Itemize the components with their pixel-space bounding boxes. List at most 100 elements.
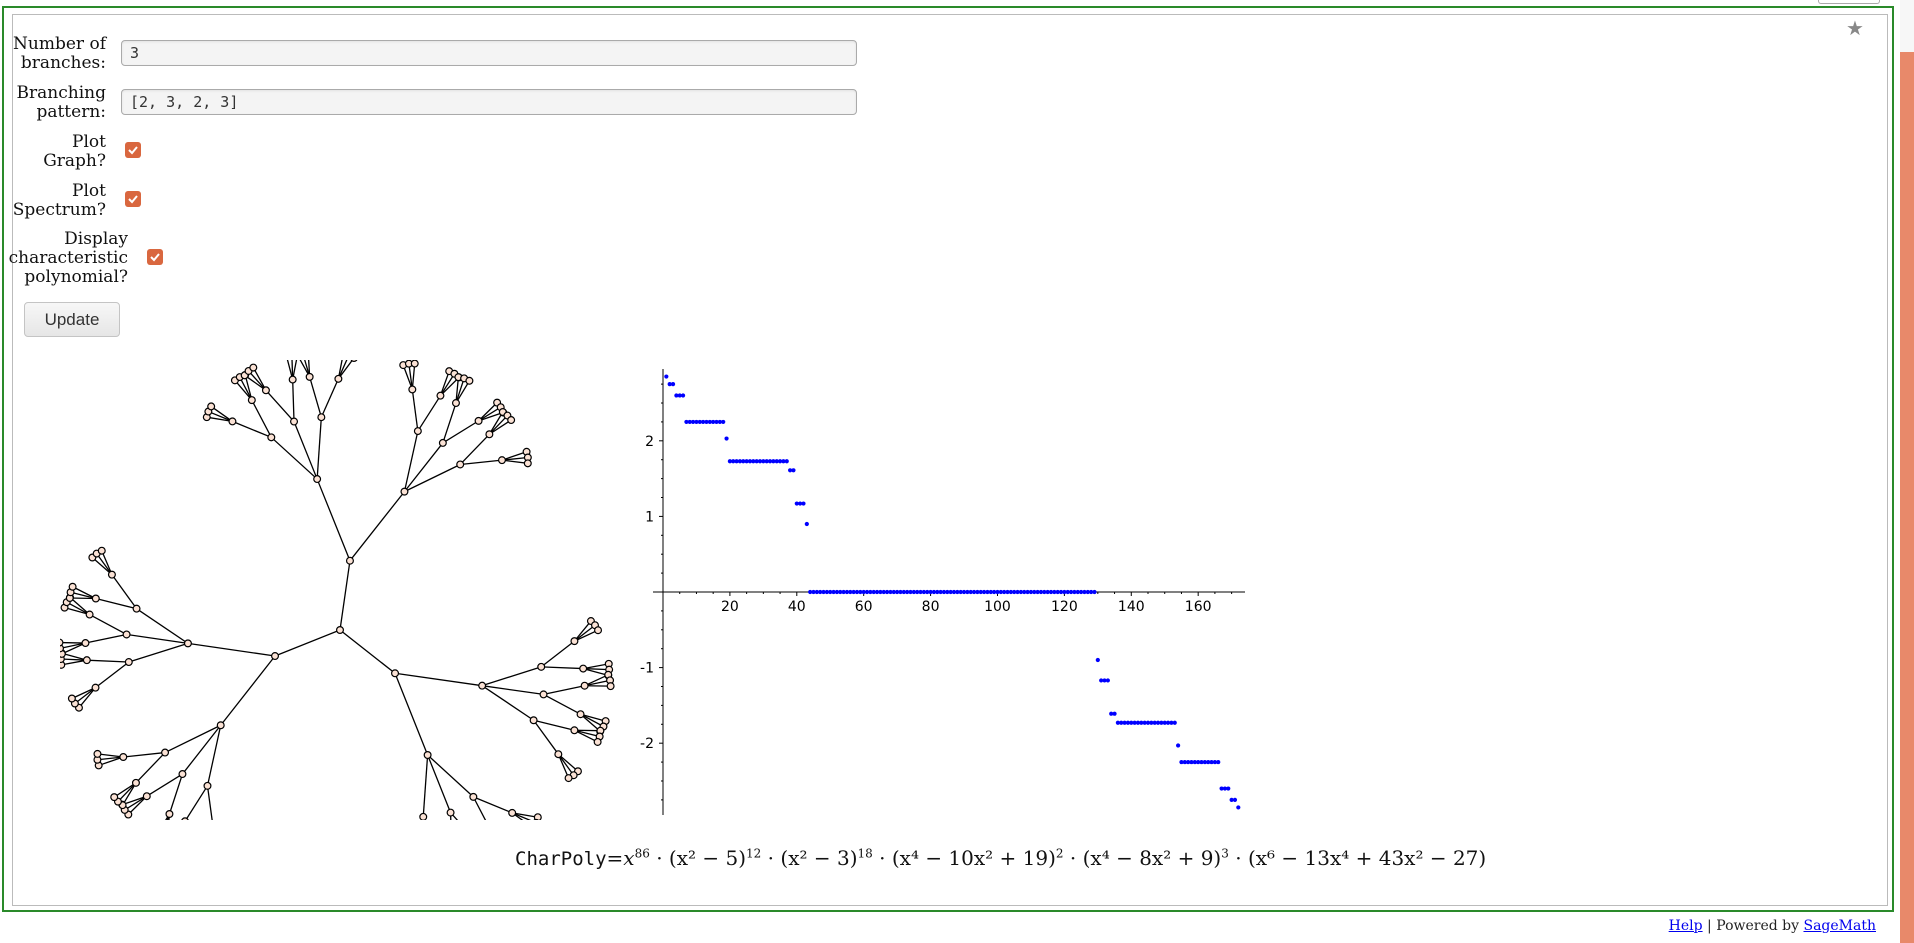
eigenvalue-point [878, 589, 883, 595]
tree-node [391, 669, 400, 678]
tree-edge [97, 756, 124, 761]
tree-edge [472, 796, 487, 820]
eigenvalue-point [727, 459, 732, 464]
tree-edge [455, 380, 470, 404]
eigenvalue-point [861, 589, 866, 595]
eigenvalue-point [1028, 589, 1034, 595]
eigenvalue-point [1212, 759, 1217, 765]
tree-edge [580, 713, 606, 722]
eigenvalue-point [1062, 589, 1067, 595]
eigenvalue-point [938, 589, 943, 595]
eigenvalue-point [1042, 589, 1047, 595]
eigenvalue-point [945, 589, 950, 595]
x-tick-label: 60 [855, 599, 873, 615]
tree-edge [61, 652, 88, 661]
tree-node [132, 604, 141, 613]
tree-node [508, 808, 517, 817]
eigenvalue-point [1032, 589, 1037, 595]
eigenvalue-point [1219, 786, 1224, 791]
tree-edge [291, 360, 294, 380]
help-link[interactable]: Help [1668, 918, 1703, 934]
tree-node [203, 781, 212, 790]
pattern-input[interactable]: [2, 3, 2, 3] [121, 89, 857, 115]
tree-node [97, 546, 106, 555]
tree-edge [439, 370, 450, 396]
eigenvalue-point [988, 589, 993, 595]
tree-edge [450, 812, 459, 820]
tree-edge [168, 773, 184, 815]
eigenvalue-point [895, 589, 900, 595]
tree-edge [455, 377, 460, 404]
tree-edge [473, 796, 513, 814]
eigenvalue-point [1085, 589, 1090, 595]
tree-node [85, 610, 94, 619]
tree-edge [308, 360, 311, 377]
x-tick-label: 160 [1185, 599, 1212, 615]
eigenvalue-point [774, 459, 779, 464]
tree-edge [540, 640, 575, 668]
eigenvalue-point [1099, 678, 1104, 683]
branches-input[interactable]: 3 [121, 40, 857, 66]
tree-edge [574, 624, 596, 642]
charpoly-prefix: CharPoly [515, 848, 607, 870]
tree-node [216, 721, 225, 730]
tree-edge [573, 620, 592, 642]
eigenvalue-point [975, 589, 980, 595]
eigenvalue-point [757, 459, 763, 464]
tree-edge [128, 642, 189, 663]
eigenvalue-point [992, 589, 997, 595]
tree-edge [439, 376, 460, 397]
tree-edge [482, 685, 544, 696]
eigenvalue-point [851, 589, 856, 595]
tree-edge [427, 754, 452, 813]
tree-edge [95, 597, 137, 610]
eigenvalue-point [921, 589, 926, 595]
tree-edge [123, 751, 166, 758]
scrollbar-thumb[interactable] [1900, 52, 1914, 943]
eigenvalue-point [667, 382, 672, 387]
tree-edge [489, 419, 512, 435]
eigenvalue-point [874, 589, 880, 595]
tree-node [436, 391, 445, 400]
eigenvalue-point [707, 419, 712, 425]
tree-node [497, 456, 506, 465]
tree-edge [411, 363, 416, 390]
eigenvalue-point [670, 382, 676, 387]
tree-edge [543, 685, 585, 696]
tree-edge [89, 613, 127, 636]
eigenvalue-point [734, 459, 739, 464]
eigenvalue-point [958, 589, 963, 595]
eigenvalue-point [928, 589, 933, 595]
tree-edge [339, 560, 351, 631]
tree-edge [220, 655, 276, 726]
tree-node [110, 793, 119, 802]
eigenvalue-point [1179, 759, 1184, 765]
eigenvalue-point [684, 419, 689, 425]
eigenvalue-point [1079, 589, 1084, 595]
tree-node [485, 430, 494, 439]
eigenvalue-point [1072, 589, 1077, 595]
plot-graph-checkbox[interactable] [125, 142, 141, 158]
sagemath-link[interactable]: SageMath [1803, 918, 1876, 934]
tree-node [564, 774, 573, 783]
branches-label: Number of branches: [13, 34, 106, 73]
tree-edge [442, 420, 479, 444]
plot-spectrum-checkbox[interactable] [125, 191, 141, 207]
eigenvalue-point [781, 459, 786, 464]
eigenvalue-point [978, 589, 983, 595]
display-poly-checkbox[interactable] [147, 249, 163, 265]
tree-edge [78, 687, 97, 709]
eigenvalue-point [811, 589, 816, 595]
tree-edge [394, 672, 483, 687]
eigenvalue-point [864, 589, 870, 595]
scrollbar-track[interactable] [1900, 0, 1914, 943]
eigenvalue-point [1196, 759, 1201, 765]
tree-edges [60, 360, 611, 820]
eigenvalue-point [1232, 797, 1238, 802]
tree-node [336, 626, 345, 635]
tree-node [507, 416, 516, 425]
star-icon[interactable]: ★ [1846, 16, 1864, 40]
tree-edge [580, 713, 604, 728]
update-button[interactable]: Update [24, 302, 120, 337]
tree-node [207, 402, 216, 411]
